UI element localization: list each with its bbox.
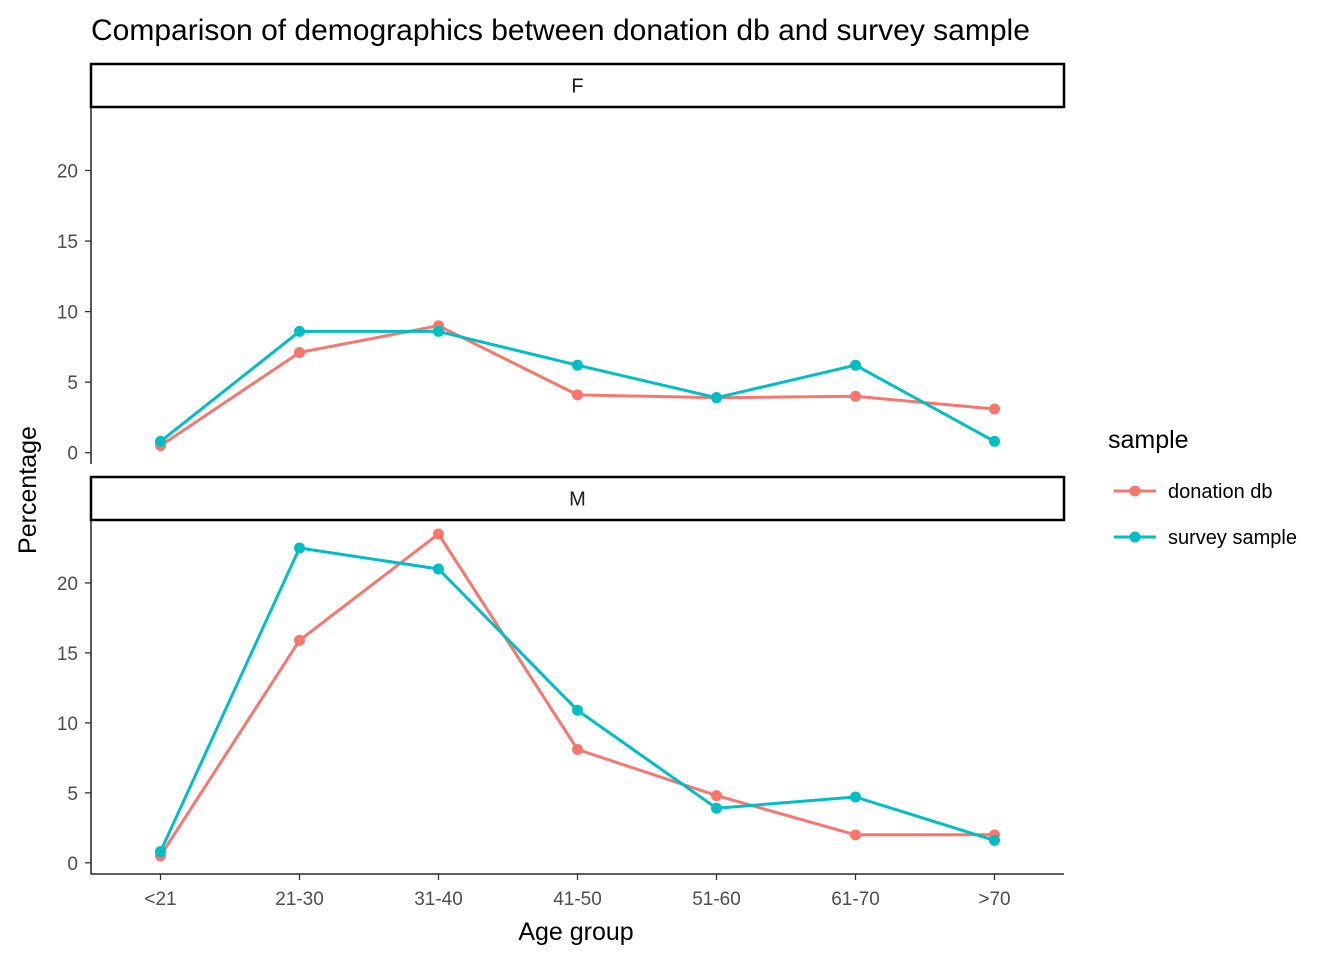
legend-title: sample bbox=[1108, 426, 1189, 454]
x-axis-title: Age group bbox=[518, 918, 633, 946]
facet-strip-label: M bbox=[569, 489, 586, 511]
y-tick-label: 10 bbox=[57, 303, 78, 324]
y-tick-label: 10 bbox=[57, 714, 78, 735]
data-point bbox=[433, 325, 444, 337]
data-point bbox=[989, 435, 1000, 447]
facet-strip-label: F bbox=[571, 76, 583, 98]
y-tick-label: 15 bbox=[57, 232, 78, 253]
series-line-survey-sample bbox=[159, 546, 996, 854]
data-point bbox=[850, 829, 861, 841]
data-point bbox=[711, 802, 722, 814]
facet-panel-F: F 0 5 10 15 20 bbox=[57, 62, 1066, 465]
data-point bbox=[294, 347, 305, 359]
legend: sample donation db survey sample bbox=[1108, 426, 1297, 549]
legend-label: donation db bbox=[1168, 481, 1273, 503]
data-point bbox=[155, 435, 166, 447]
data-point bbox=[294, 325, 305, 337]
x-tick-label: 61-70 bbox=[831, 889, 880, 910]
y-tick-label: 0 bbox=[67, 444, 78, 465]
x-tick-label: >70 bbox=[978, 889, 1010, 910]
data-point bbox=[989, 403, 1000, 415]
y-tick-label: 5 bbox=[67, 784, 78, 805]
x-tick-label: 31-40 bbox=[414, 889, 463, 910]
data-point bbox=[155, 846, 166, 858]
y-tick-label: 15 bbox=[57, 644, 78, 665]
facet-strip bbox=[89, 475, 1066, 522]
chart-title: Comparison of demographics between donat… bbox=[91, 14, 1030, 47]
data-point bbox=[294, 634, 305, 646]
data-point bbox=[294, 542, 305, 554]
x-tick-label: 51-60 bbox=[692, 889, 741, 910]
facet-panels: F 0 5 10 15 20 M 0 5 10 15 20 <21 21-30 31-40 41-50 51-6… bbox=[57, 62, 1066, 910]
data-point bbox=[572, 743, 583, 755]
x-tick-label: 21-30 bbox=[275, 889, 324, 910]
legend-key-point bbox=[1129, 485, 1141, 497]
y-tick-label: 5 bbox=[67, 373, 78, 394]
data-point bbox=[433, 528, 444, 540]
data-point bbox=[572, 389, 583, 401]
y-tick-label: 20 bbox=[57, 161, 78, 182]
series-line-survey-sample bbox=[159, 329, 996, 443]
data-point bbox=[572, 704, 583, 716]
data-point bbox=[989, 834, 1000, 846]
legend-label: survey sample bbox=[1168, 527, 1297, 549]
data-point bbox=[850, 390, 861, 402]
data-point bbox=[850, 791, 861, 803]
x-tick-label: <21 bbox=[144, 889, 176, 910]
y-tick-label: 0 bbox=[67, 854, 78, 875]
legend-key-point bbox=[1129, 531, 1141, 543]
data-point bbox=[572, 359, 583, 371]
x-tick-label: 41-50 bbox=[553, 889, 602, 910]
facet-strip bbox=[89, 62, 1066, 109]
y-axis-title: Percentage bbox=[14, 426, 42, 554]
series-line-donation-db bbox=[159, 532, 996, 858]
data-point bbox=[850, 359, 861, 371]
data-point bbox=[711, 790, 722, 802]
facet-panel-M: M 0 5 10 15 20 <21 21-30 31-40 41-50 51-60 61-70 >70 bbox=[57, 475, 1066, 910]
data-point bbox=[433, 563, 444, 575]
y-tick-label: 20 bbox=[57, 574, 78, 595]
data-point bbox=[711, 392, 722, 404]
